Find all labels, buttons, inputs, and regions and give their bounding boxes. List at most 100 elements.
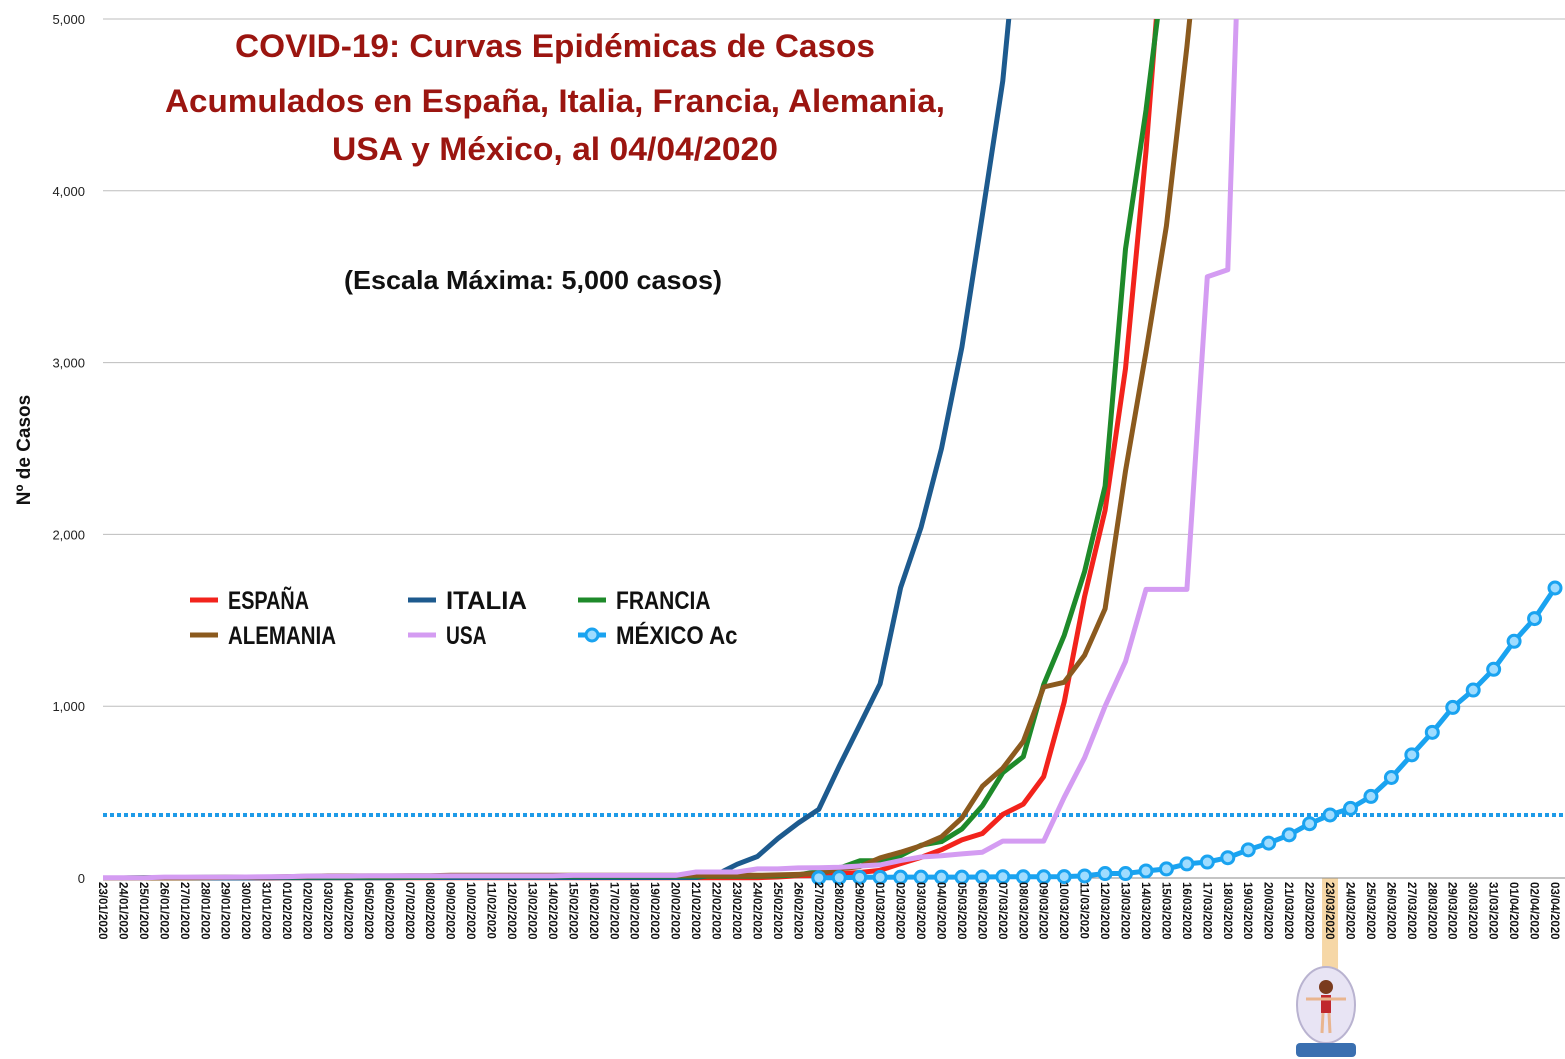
data-point: [1445, 699, 1461, 715]
x-tick-label: 30/03/2020: [1466, 882, 1478, 940]
series-line: [102, 19, 1239, 881]
x-tick-label: 08/02/2020: [423, 882, 435, 940]
data-point: [1322, 807, 1338, 823]
y-tick-label: 2,000: [52, 527, 85, 542]
x-tick-label: 28/01/2020: [198, 882, 210, 940]
icon-leg: [1327, 1012, 1332, 1034]
icon-base: [1296, 1043, 1356, 1057]
x-tick-label: 04/02/2020: [341, 882, 353, 940]
x-tick-label: 01/03/2020: [873, 882, 885, 940]
data-point: [1138, 863, 1154, 879]
x-tick-label: 22/02/2020: [710, 882, 722, 940]
data-point: [811, 870, 827, 885]
x-tick-label: 30/01/2020: [239, 882, 251, 940]
series-line: [103, 19, 1012, 881]
x-tick-label: 15/02/2020: [566, 882, 578, 940]
x-tick-label: 13/02/2020: [525, 882, 537, 940]
x-tick-label: 29/01/2020: [219, 882, 231, 940]
icon-head: [1319, 980, 1333, 994]
x-tick-label: 28/02/2020: [832, 882, 844, 940]
series-line: [103, 19, 1159, 881]
x-tick-label: 09/02/2020: [444, 882, 456, 940]
legend-label: FRANCIA: [616, 587, 711, 615]
x-tick-label: 03/04/2020: [1548, 882, 1560, 940]
data-point: [872, 869, 888, 885]
x-tick-label: 26/03/2020: [1384, 882, 1396, 940]
chart-subtitle: (Escala Máxima: 5,000 casos): [344, 265, 722, 295]
x-tick-label: 10/02/2020: [464, 882, 476, 940]
data-point: [1363, 788, 1379, 804]
x-tick-label: 19/02/2020: [648, 882, 660, 940]
x-tick-label: 07/02/2020: [403, 882, 415, 940]
x-tick-label: 21/03/2020: [1282, 882, 1294, 940]
legend-marker: [584, 627, 600, 643]
x-tick-label: 18/02/2020: [628, 882, 640, 940]
data-point: [1465, 682, 1481, 698]
x-tick-label: 24/01/2020: [116, 882, 128, 940]
legend-label: USA: [446, 622, 487, 650]
data-point: [1240, 842, 1256, 858]
mascot-icon: [1296, 966, 1356, 1057]
data-point: [995, 869, 1011, 885]
x-tick-label: 20/03/2020: [1262, 882, 1274, 940]
data-point: [1281, 827, 1297, 843]
x-tick-label: 14/03/2020: [1139, 882, 1151, 940]
data-point: [1015, 869, 1031, 885]
data-point: [1486, 661, 1502, 677]
data-point: [933, 869, 949, 885]
data-point: [1056, 869, 1072, 885]
data-point: [1097, 866, 1113, 882]
series-line: [103, 19, 1193, 881]
data-point: [1077, 868, 1093, 884]
y-tick-label: 3,000: [52, 356, 85, 371]
chart-title: USA y México, al 04/04/2020: [332, 131, 778, 167]
data-point: [954, 869, 970, 885]
x-tick-label: 17/02/2020: [607, 882, 619, 940]
data-point: [1302, 816, 1318, 832]
data-point: [1342, 800, 1358, 816]
data-point: [1158, 861, 1174, 877]
x-tick-label: 11/03/2020: [1078, 882, 1090, 939]
x-tick-label: 14/02/2020: [546, 882, 558, 940]
plot-area: [102, 19, 1565, 885]
x-tick-label: 27/01/2020: [178, 882, 190, 940]
x-tick-label: 21/02/2020: [689, 882, 701, 940]
data-point: [1220, 850, 1236, 866]
x-tick-label: 29/03/2020: [1446, 882, 1458, 940]
x-tick-label: 09/03/2020: [1037, 882, 1049, 940]
chart-title: COVID-19: Curvas Epidémicas de Casos: [235, 28, 875, 64]
series-line: [818, 586, 1558, 881]
x-tick-label: 22/03/2020: [1303, 882, 1315, 940]
x-tick-label: 05/03/2020: [955, 882, 967, 940]
data-point: [1199, 854, 1215, 870]
background-layer: [103, 18, 1565, 998]
x-tick-label: 12/02/2020: [505, 882, 517, 940]
y-tick-label: 0: [78, 871, 85, 886]
data-point: [1547, 580, 1563, 596]
x-tick-label: 03/02/2020: [321, 882, 333, 940]
x-tick-label: 06/03/2020: [975, 882, 987, 940]
x-tick-label: 31/01/2020: [260, 882, 272, 940]
data-point: [1118, 866, 1134, 882]
x-tick-label: 17/03/2020: [1200, 882, 1212, 940]
x-tick-label: 11/02/2020: [485, 882, 497, 939]
text-layer: 0 1,000 2,000 3,000 4,000 5,000 23/01/2020 24/0…: [14, 12, 1560, 940]
y-axis-title: Nº de Casos: [14, 395, 35, 505]
data-point: [1404, 747, 1420, 763]
x-tick-label: 24/03/2020: [1343, 882, 1355, 940]
y-tick-label: 1,000: [52, 699, 85, 714]
icon-leg: [1320, 1012, 1325, 1034]
y-tick-label: 5,000: [52, 12, 85, 27]
x-tick-label: 16/02/2020: [587, 882, 599, 940]
x-tick-label: 02/03/2020: [894, 882, 906, 940]
x-tick-label: 02/04/2020: [1528, 882, 1540, 940]
x-tick-label: 15/03/2020: [1159, 882, 1171, 940]
data-point: [1527, 611, 1543, 627]
x-tick-label: 16/03/2020: [1180, 882, 1192, 940]
x-tick-label: 27/03/2020: [1405, 882, 1417, 940]
data-point: [974, 869, 990, 885]
x-tick-label: 25/02/2020: [771, 882, 783, 940]
x-tick-label: 24/02/2020: [750, 882, 762, 940]
data-point: [1506, 633, 1522, 649]
legend-label: ITALIA: [446, 587, 527, 615]
